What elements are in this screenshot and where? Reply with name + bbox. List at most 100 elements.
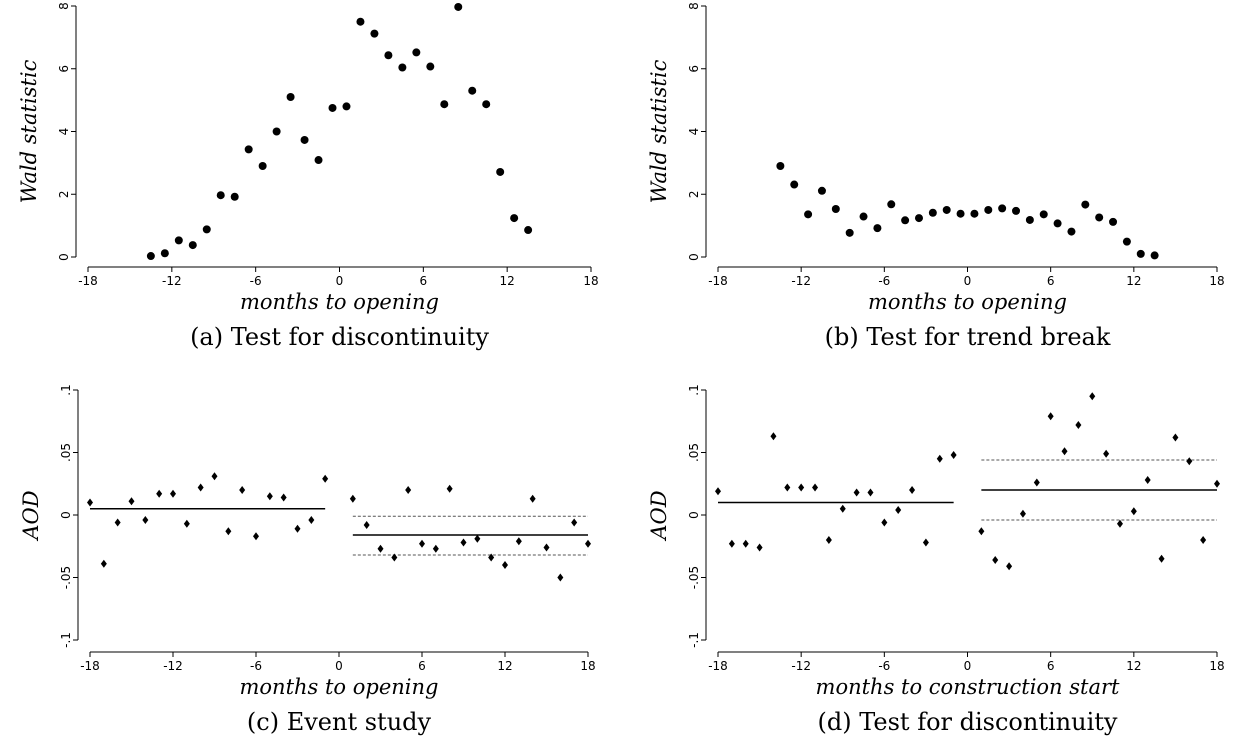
data-point (922, 538, 929, 547)
y-tick-label: .05 (59, 443, 73, 462)
data-point (1122, 237, 1131, 246)
y-tick-label: 0 (687, 253, 701, 261)
data-point (100, 559, 107, 568)
x-tick-label: -18 (80, 659, 100, 673)
data-point (571, 518, 578, 527)
x-axis-title: months to construction start (816, 675, 1120, 699)
data-point (984, 205, 993, 214)
x-tick-label: -18 (708, 659, 728, 673)
data-point (244, 145, 253, 154)
data-point (1075, 421, 1082, 429)
data-point (496, 167, 505, 176)
data-point (845, 228, 854, 237)
data-point (817, 186, 826, 195)
panel-caption: (c) Event study (247, 708, 432, 736)
data-point (1116, 519, 1123, 528)
data-point (258, 162, 267, 171)
data-point (831, 204, 840, 213)
y-axis-title: AOD (647, 490, 671, 541)
data-point (1081, 200, 1090, 209)
data-point (211, 472, 218, 481)
x-tick-label: 0 (964, 659, 972, 673)
data-point (342, 102, 351, 111)
data-point (1150, 251, 1159, 260)
x-tick-label: 6 (420, 274, 428, 288)
data-point (515, 537, 522, 546)
data-point (970, 209, 979, 218)
data-point (87, 498, 93, 507)
data-point (1067, 227, 1076, 236)
data-point (1033, 478, 1040, 487)
data-point (314, 156, 323, 165)
y-tick-label: -.05 (59, 566, 73, 589)
x-tick-label: -6 (878, 274, 890, 288)
data-point (1019, 509, 1026, 518)
x-tick-label: -12 (791, 659, 811, 673)
data-point (812, 483, 819, 492)
y-tick-label: -.05 (687, 566, 701, 589)
data-point (446, 484, 453, 493)
data-point (881, 518, 888, 527)
panel-caption: (a) Test for discontinuity (190, 323, 489, 351)
data-point (1172, 433, 1179, 442)
data-point (384, 51, 393, 60)
y-tick-label: 0 (59, 511, 73, 519)
data-point (114, 518, 121, 527)
y-axis-title: AOD (19, 490, 43, 541)
data-point (216, 191, 225, 200)
data-point (1130, 507, 1137, 516)
data-point (742, 539, 749, 548)
data-point (482, 100, 491, 109)
x-tick-label: 12 (500, 274, 515, 288)
data-point (1061, 447, 1068, 456)
data-point (398, 63, 407, 72)
data-point (128, 497, 135, 506)
data-point (468, 86, 477, 95)
data-point (715, 487, 721, 496)
data-point (914, 214, 923, 223)
data-point (419, 539, 425, 548)
data-point (454, 2, 463, 11)
y-tick-label: 2 (57, 190, 71, 198)
data-point (853, 488, 860, 497)
data-point (1186, 457, 1193, 466)
data-point (543, 543, 550, 552)
x-tick-label: 6 (1047, 274, 1055, 288)
data-point (426, 62, 435, 71)
y-tick-label: 0 (687, 511, 701, 519)
x-tick-label: 12 (1126, 274, 1141, 288)
data-point (867, 488, 874, 497)
data-point (188, 241, 197, 250)
data-point (146, 252, 155, 261)
y-tick-label: -.1 (687, 632, 701, 648)
y-tick-label: .05 (687, 443, 701, 462)
y-axis-title: Wald statistic (647, 59, 671, 203)
y-tick-label: .1 (687, 384, 701, 395)
data-point (928, 208, 937, 217)
x-tick-label: 0 (335, 659, 343, 673)
data-point (202, 225, 211, 234)
data-point (524, 226, 533, 235)
y-tick-label: -.1 (59, 632, 73, 648)
chart-panel-d: -.1 -.05 0 .05 .1 -18 -12 -6 0 6 12 18 months to con… (647, 384, 1225, 736)
data-point (825, 536, 832, 544)
data-point (873, 224, 882, 233)
data-point (432, 544, 439, 553)
data-point (992, 556, 999, 564)
data-point (363, 521, 370, 529)
data-point (1025, 215, 1034, 224)
data-point (294, 524, 301, 533)
data-point (1103, 449, 1110, 458)
data-point (272, 127, 281, 136)
y-tick-label: 4 (57, 128, 71, 136)
x-tick-label: 6 (1047, 659, 1055, 673)
data-point (253, 532, 259, 541)
data-point (197, 483, 204, 492)
x-tick-label: 18 (1209, 274, 1224, 288)
data-point (798, 483, 805, 492)
data-point (1158, 554, 1165, 563)
data-point (502, 561, 508, 569)
data-point (170, 489, 176, 498)
data-point (440, 100, 449, 109)
